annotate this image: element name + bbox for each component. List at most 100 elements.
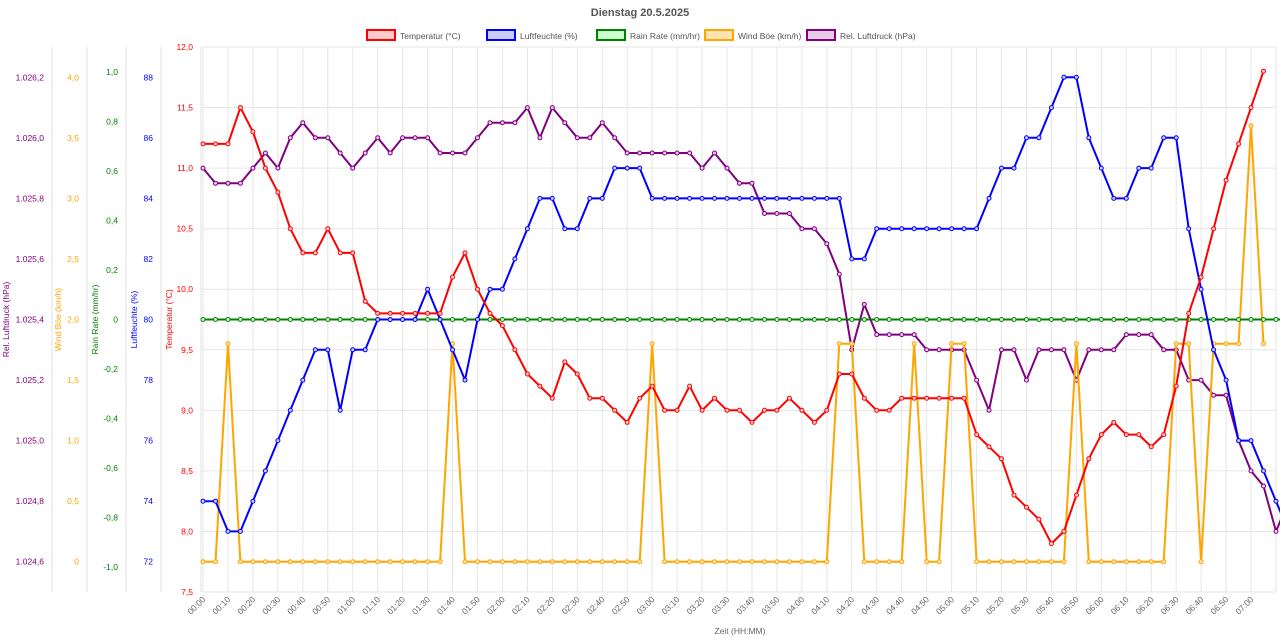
y-tick-label: 0,2 (106, 265, 118, 275)
data-point (200, 141, 206, 147)
data-point (599, 120, 605, 126)
data-point (1148, 317, 1154, 322)
y-tick-label: 1.026,2 (16, 72, 45, 82)
data-point (225, 141, 231, 147)
data-point (924, 226, 930, 232)
x-tick-label: 01:50 (460, 594, 482, 616)
data-point (811, 559, 817, 565)
data-point (849, 256, 855, 262)
data-point (774, 407, 780, 413)
data-point (662, 150, 668, 156)
x-tick-label: 04:30 (859, 594, 881, 616)
x-tick-label: 03:00 (634, 594, 656, 616)
data-point (662, 195, 668, 201)
data-point (961, 317, 967, 322)
series-line (202, 106, 1280, 533)
y-tick-label: -1,0 (103, 562, 118, 572)
data-point (375, 310, 381, 316)
x-tick-label: 02:10 (510, 594, 532, 616)
data-point (599, 317, 605, 322)
data-point (1136, 332, 1142, 338)
data-point (1061, 317, 1067, 322)
data-point (1261, 68, 1266, 74)
data-point (924, 317, 930, 322)
data-point (1198, 377, 1204, 383)
data-point (762, 317, 767, 322)
data-point (724, 317, 730, 322)
data-point (487, 559, 493, 565)
y-tick-label: 72 (144, 557, 154, 567)
data-point (287, 559, 293, 565)
data-point (911, 226, 917, 232)
data-point (612, 165, 618, 171)
data-point (574, 135, 580, 141)
y-tick-label: 78 (144, 375, 154, 385)
data-point (1011, 347, 1017, 353)
data-point (487, 120, 493, 126)
y-tick-label: 88 (144, 72, 154, 82)
data-point (275, 189, 281, 195)
x-tick-label: 00:50 (310, 594, 332, 616)
data-point (836, 341, 842, 347)
y-axis-title: Rain Rate (mm/hr) (90, 284, 100, 354)
data-point (250, 317, 256, 322)
data-point (936, 317, 942, 322)
data-point (537, 559, 543, 565)
data-point (949, 317, 955, 322)
data-point (1273, 317, 1279, 322)
data-point (712, 317, 717, 322)
data-point (325, 559, 331, 565)
data-point (574, 371, 580, 377)
data-point (425, 559, 431, 565)
data-point (574, 317, 580, 322)
data-point (861, 301, 867, 307)
data-point (974, 432, 980, 438)
data-point (599, 559, 605, 565)
data-point (1261, 468, 1266, 474)
data-point (1024, 559, 1029, 565)
data-point (1236, 141, 1242, 147)
data-point (1024, 504, 1029, 510)
data-point (587, 135, 593, 141)
data-point (1136, 559, 1142, 565)
data-point (861, 559, 867, 565)
data-point (387, 317, 393, 322)
data-point (213, 180, 218, 186)
data-point (762, 211, 767, 216)
data-point (599, 195, 605, 201)
data-point (250, 559, 256, 565)
data-point (1111, 419, 1117, 425)
data-point (312, 559, 318, 565)
data-point (712, 195, 717, 201)
data-point (874, 226, 880, 232)
data-point (1161, 317, 1167, 322)
x-tick-label: 04:50 (909, 594, 931, 616)
y-tick-label: 1.026,0 (16, 133, 45, 143)
y-tick-label: 1.024,6 (16, 557, 45, 567)
data-point (712, 559, 717, 565)
data-point (350, 317, 356, 322)
series-line (203, 124, 1265, 563)
data-point (649, 150, 655, 156)
y-tick-label: 0 (74, 557, 79, 567)
data-point (524, 317, 530, 322)
data-point (1098, 165, 1104, 171)
data-point (1198, 274, 1204, 280)
data-point (1073, 317, 1079, 322)
data-point (200, 559, 206, 565)
data-point (1048, 347, 1054, 353)
y-tick-label: -0,4 (103, 414, 118, 424)
data-point (824, 241, 830, 247)
data-point (312, 135, 318, 141)
data-point (699, 559, 705, 565)
data-point (624, 317, 630, 322)
data-point (1061, 347, 1067, 353)
data-point (886, 559, 892, 565)
data-point (1248, 317, 1254, 322)
data-point (1236, 317, 1242, 322)
data-point (637, 317, 643, 322)
data-point (724, 195, 730, 201)
data-point (337, 407, 343, 413)
data-point (1211, 226, 1217, 232)
data-point (1011, 317, 1017, 322)
